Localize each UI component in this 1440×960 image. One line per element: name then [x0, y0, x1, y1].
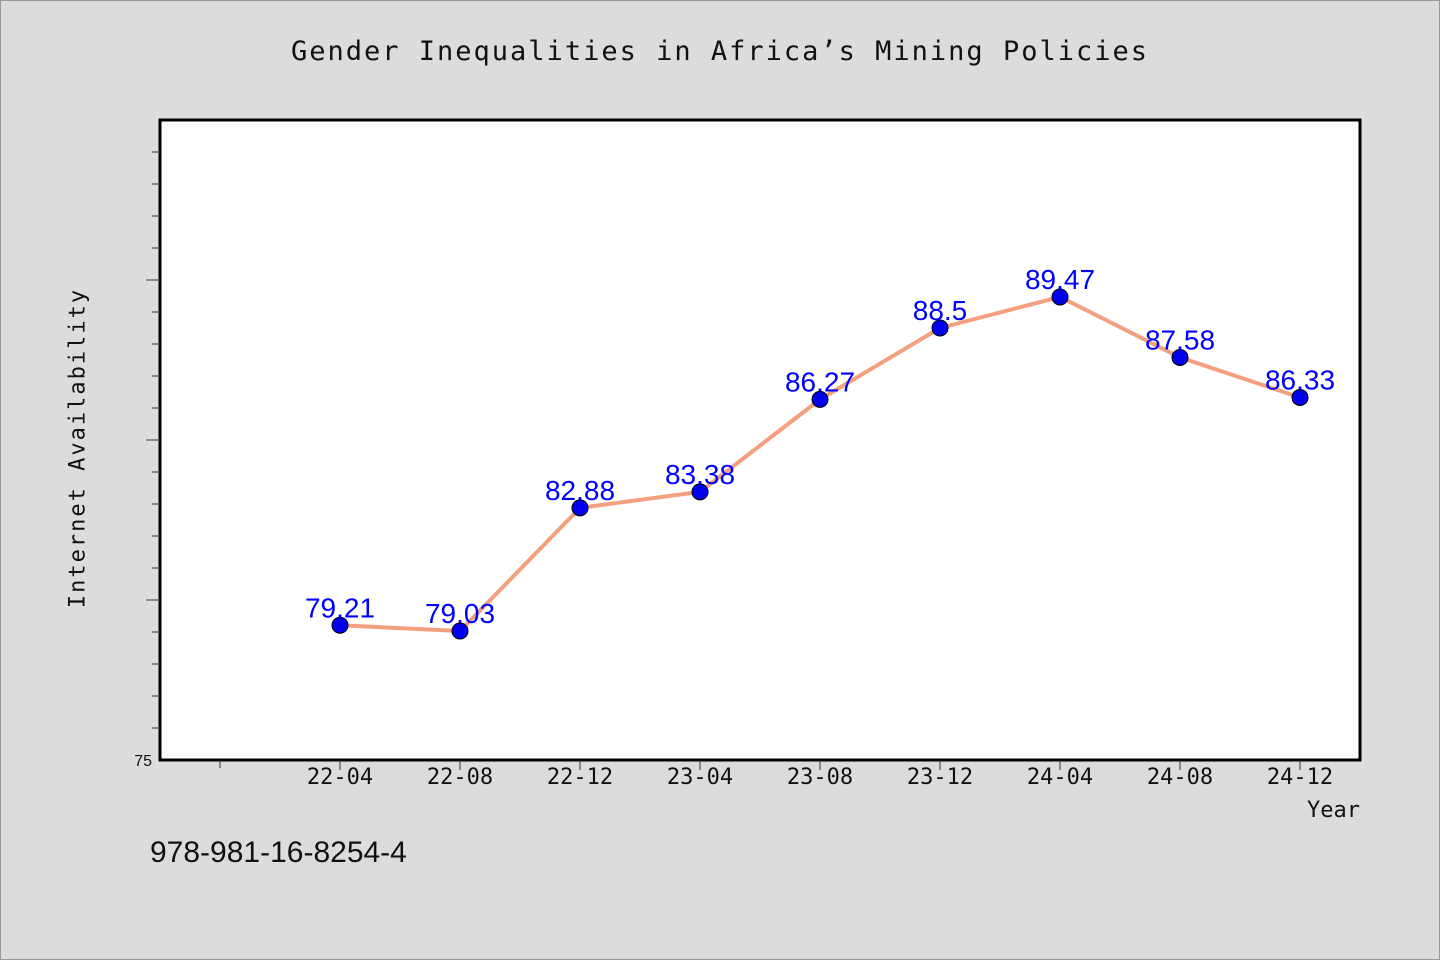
x-tick-label: 22-08	[427, 765, 493, 790]
data-point	[811, 390, 829, 408]
x-tick-label: 24-08	[1147, 765, 1213, 790]
data-point	[451, 622, 469, 640]
y-tick-label: 75	[134, 753, 152, 770]
data-label: 89.47	[1025, 264, 1095, 295]
data-label: 88.5	[913, 295, 968, 326]
x-tick-label: 24-04	[1027, 765, 1093, 790]
x-tick-label: 23-04	[667, 765, 733, 790]
data-label: 79.21	[305, 592, 375, 623]
x-tick-label: 23-12	[907, 765, 973, 790]
data-label: 86.33	[1265, 364, 1335, 395]
data-label: 86.27	[785, 366, 855, 397]
chart-title: Gender Inequalities in Africa’s Mining P…	[290, 36, 1149, 67]
x-axis-label: Year	[1307, 798, 1360, 823]
data-point	[1171, 348, 1189, 366]
data-label: 83.38	[665, 459, 735, 490]
data-label: 79.03	[425, 598, 495, 629]
data-point	[571, 499, 589, 517]
isbn-footnote: 978-981-16-8254-4	[150, 836, 407, 869]
x-tick-label: 22-12	[547, 765, 613, 790]
x-tick-label: 22-04	[307, 765, 373, 790]
data-label: 87.58	[1145, 324, 1215, 355]
data-point	[331, 616, 349, 634]
data-point	[1291, 388, 1309, 406]
data-point	[691, 483, 709, 501]
data-label: 82.88	[545, 475, 615, 506]
data-point	[1051, 288, 1069, 306]
data-point	[931, 319, 949, 337]
x-tick-label: 23-08	[787, 765, 853, 790]
plot-area	[158, 118, 1362, 762]
x-tick-label: 24-12	[1267, 765, 1333, 790]
